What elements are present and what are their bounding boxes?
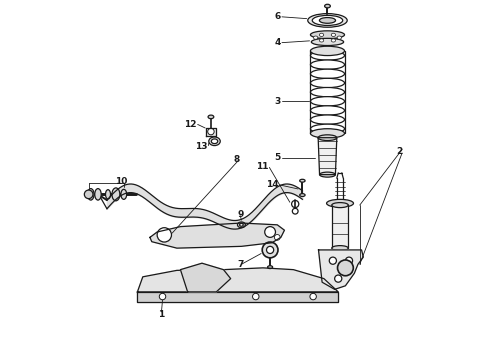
Ellipse shape <box>300 179 305 182</box>
Text: 14: 14 <box>267 180 279 189</box>
Ellipse shape <box>95 189 101 200</box>
Text: 2: 2 <box>396 147 403 156</box>
Ellipse shape <box>121 189 126 199</box>
Circle shape <box>159 293 166 300</box>
Ellipse shape <box>332 203 348 208</box>
Ellipse shape <box>311 51 344 60</box>
Ellipse shape <box>311 96 344 106</box>
Ellipse shape <box>209 137 221 145</box>
Circle shape <box>84 190 93 199</box>
Ellipse shape <box>311 106 344 115</box>
Ellipse shape <box>319 33 324 36</box>
Circle shape <box>157 228 171 242</box>
Ellipse shape <box>311 69 344 78</box>
Text: 6: 6 <box>274 12 281 21</box>
Text: 1: 1 <box>158 310 164 319</box>
Ellipse shape <box>268 266 272 269</box>
Circle shape <box>310 293 317 300</box>
Ellipse shape <box>319 39 324 42</box>
Ellipse shape <box>319 172 336 177</box>
Ellipse shape <box>88 189 94 200</box>
Text: 8: 8 <box>233 155 240 164</box>
Ellipse shape <box>331 33 336 36</box>
Ellipse shape <box>324 4 330 8</box>
Ellipse shape <box>311 60 344 69</box>
Ellipse shape <box>311 129 344 138</box>
Ellipse shape <box>311 31 344 39</box>
Polygon shape <box>318 250 364 289</box>
Ellipse shape <box>211 139 218 144</box>
Text: 10: 10 <box>115 176 127 185</box>
Text: 13: 13 <box>195 142 207 151</box>
Circle shape <box>252 293 259 300</box>
Circle shape <box>265 226 275 237</box>
Ellipse shape <box>331 39 336 42</box>
Ellipse shape <box>326 199 353 207</box>
Circle shape <box>274 234 280 240</box>
Ellipse shape <box>337 36 342 39</box>
Ellipse shape <box>311 124 344 134</box>
Ellipse shape <box>311 115 344 124</box>
Ellipse shape <box>318 135 337 140</box>
Bar <box>332 205 348 248</box>
Polygon shape <box>137 292 338 302</box>
Circle shape <box>345 257 353 264</box>
Polygon shape <box>205 128 216 135</box>
Text: 5: 5 <box>274 153 281 162</box>
Ellipse shape <box>319 18 336 23</box>
Text: 12: 12 <box>184 120 196 129</box>
Ellipse shape <box>105 190 111 199</box>
Polygon shape <box>150 223 285 248</box>
Ellipse shape <box>300 194 305 197</box>
Text: 7: 7 <box>237 260 244 269</box>
Polygon shape <box>137 268 338 292</box>
Ellipse shape <box>208 115 214 119</box>
Circle shape <box>329 257 337 264</box>
Text: 3: 3 <box>274 96 281 105</box>
Ellipse shape <box>332 246 348 251</box>
Ellipse shape <box>314 36 318 39</box>
Circle shape <box>267 246 274 253</box>
Text: 4: 4 <box>274 38 281 47</box>
Circle shape <box>262 242 278 258</box>
Circle shape <box>208 129 214 135</box>
Ellipse shape <box>311 87 344 97</box>
Polygon shape <box>318 138 337 175</box>
Text: 11: 11 <box>256 162 269 171</box>
Ellipse shape <box>238 222 245 228</box>
Circle shape <box>293 208 298 214</box>
Circle shape <box>292 201 299 208</box>
Ellipse shape <box>311 46 344 55</box>
Ellipse shape <box>308 14 347 27</box>
Ellipse shape <box>311 39 343 45</box>
Text: 9: 9 <box>237 210 244 219</box>
Polygon shape <box>180 263 231 292</box>
Circle shape <box>338 260 353 276</box>
Ellipse shape <box>240 224 243 226</box>
Ellipse shape <box>312 15 343 26</box>
Ellipse shape <box>311 78 344 87</box>
Ellipse shape <box>112 188 120 201</box>
Circle shape <box>335 275 342 282</box>
